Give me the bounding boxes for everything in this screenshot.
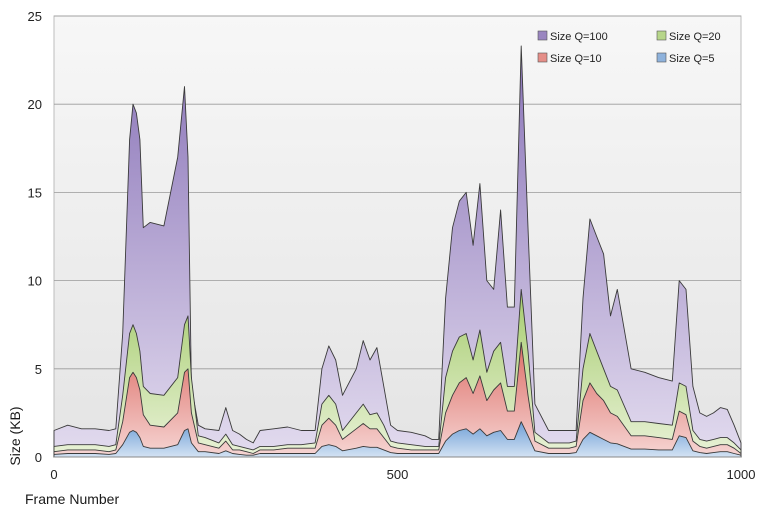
legend-label: Size Q=100	[550, 31, 608, 43]
series-area-4	[53, 421, 742, 458]
legend: Size Q=100 Size Q=20 Size Q=10 Size Q=5	[537, 30, 721, 65]
y-tick-label: 10	[28, 274, 42, 289]
y-tick-label: 25	[28, 9, 42, 24]
x-tick-label: 1000	[727, 467, 756, 482]
x-tick-label: 500	[387, 467, 409, 482]
series-areas	[53, 45, 742, 458]
y-tick-label: 20	[28, 97, 42, 112]
y-tick-labels: 0 5 10 15 20 25	[28, 9, 42, 465]
y-tick-label: 0	[35, 450, 42, 465]
legend-label: Size Q=5	[669, 53, 715, 65]
legend-swatch	[656, 52, 667, 63]
legend-swatch	[656, 30, 667, 41]
x-tick-label: 0	[50, 467, 57, 482]
legend-swatch	[537, 52, 548, 63]
legend-label: Size Q=10	[550, 53, 602, 65]
y-axis-title: Size (KB)	[7, 406, 23, 465]
x-axis-title: Frame Number	[25, 491, 119, 507]
x-tick-labels: 0 500 1000	[50, 467, 755, 482]
legend-label: Size Q=20	[669, 31, 721, 43]
legend-swatch	[537, 30, 548, 41]
y-tick-label: 5	[35, 362, 42, 377]
y-tick-label: 15	[28, 185, 42, 200]
